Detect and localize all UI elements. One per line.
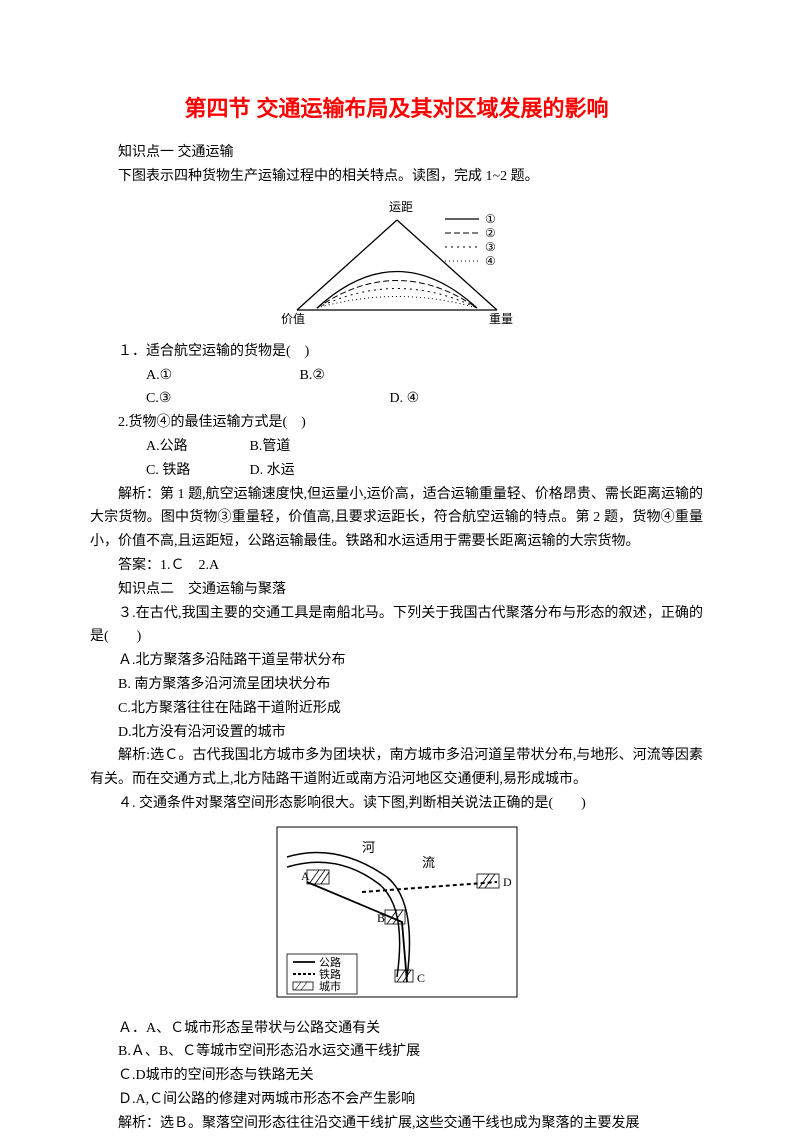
page-title: 第四节 交通运输布局及其对区域发展的影响 xyxy=(90,90,703,127)
fig2-legend-city: 城市 xyxy=(319,979,341,993)
explanation-3: 解析:选Ｃ。古代我国北方城市多为团块状，南方城市多沿河道呈带状分布,与地形、河流… xyxy=(90,744,703,792)
q1-opt-d: D. ④ xyxy=(362,387,420,411)
fig1-axis-right: 重量 xyxy=(489,312,513,325)
q4-opt-c: Ｃ.D城市的空间形态与铁路无关 xyxy=(90,1064,703,1088)
fig2-label-c: C xyxy=(417,971,425,985)
q4-opt-d: Ｄ.A,Ｃ间公路的修建对两城市形态不会产生影响 xyxy=(90,1088,703,1112)
fig1-legend-4: ④ xyxy=(485,254,496,268)
fig1-legend-3: ③ xyxy=(485,240,496,254)
answer-1: 答案：1.Ｃ 2.A xyxy=(90,554,703,578)
fig2-label-b: B xyxy=(377,911,385,925)
explanation-1: 解析：第 1 题,航空运输速度快,但运量小,运价高，适合运输重量轻、价格昂贵、需… xyxy=(90,483,703,554)
q1-options-row1: A.① B.② xyxy=(90,364,703,388)
q2-opt-b: B.管道 xyxy=(222,435,291,459)
q1-opt-c: C.③ xyxy=(118,387,358,411)
fig1-axis-top: 运距 xyxy=(389,200,413,214)
question-4: ４. 交通条件对聚落空间形态影响很大。读下图,判断相关说法正确的是( ) xyxy=(90,792,703,816)
intro-text-1: 下图表示四种货物生产运输过程中的相关特点。读图，完成 1~2 题。 xyxy=(90,165,703,189)
fig2-place-label: 河 xyxy=(362,840,375,855)
q1-opt-a: A.① xyxy=(118,364,268,388)
q2-options-row1: A.公路 B.管道 xyxy=(90,435,703,459)
knowledge-point-2: 知识点二 交通运输与聚落 xyxy=(90,578,703,602)
fig1-legend-1: ① xyxy=(485,212,496,226)
fig2-legend-road: 公路 xyxy=(319,956,341,969)
q2-opt-a: A.公路 xyxy=(118,435,218,459)
fig1-legend-2: ② xyxy=(485,226,496,240)
q4-opt-b: B.Ａ、B、Ｃ等城市空间形态沿水运交通干线扩展 xyxy=(90,1040,703,1064)
fig2-river-label: 流 xyxy=(422,855,435,870)
question-2: 2.货物④的最佳运输方式是( ) xyxy=(90,411,703,435)
question-1: １．适合航空运输的货物是( ) xyxy=(90,340,703,364)
explanation-4: 解析：选Ｂ。聚落空间形态往往沿交通干线扩展,这些交通干线也成为聚落的主要发展 xyxy=(90,1112,703,1136)
fig2-legend-rail: 铁路 xyxy=(319,968,341,981)
knowledge-point-1: 知识点一 交通运输 xyxy=(90,141,703,165)
q4-opt-a: Ａ．A、Ｃ城市形态呈带状与公路交通有关 xyxy=(90,1017,703,1041)
q2-opt-c: C. 铁路 xyxy=(118,459,218,483)
fig2-label-d: D xyxy=(503,875,512,889)
q3-opt-c: C.北方聚落往往在陆路干道附近形成 xyxy=(90,697,703,721)
q1-options-row2: C.③ D. ④ xyxy=(90,387,703,411)
figure-2: 流 河 A B C xyxy=(90,822,703,1011)
fig1-axis-left: 价值 xyxy=(281,311,305,325)
q3-opt-b: B. 南方聚落多沿河流呈团块状分布 xyxy=(90,673,703,697)
q3-opt-d: D.北方没有沿河设置的城市 xyxy=(90,721,703,745)
question-3: ３.在古代,我国主要的交通工具是南船北马。下列关于我国古代聚落分布与形态的叙述，… xyxy=(90,602,703,650)
q1-opt-b: B.② xyxy=(272,364,325,388)
figure-1: 运距 价值 重量 ① ② ③ ④ xyxy=(90,195,703,334)
q3-opt-a: Ａ.北方聚落多沿陆路干道呈带状分布 xyxy=(90,649,703,673)
fig2-label-a: A xyxy=(301,869,310,883)
q2-options-row2: C. 铁路 D. 水运 xyxy=(90,459,703,483)
q2-opt-d: D. 水运 xyxy=(222,459,295,483)
